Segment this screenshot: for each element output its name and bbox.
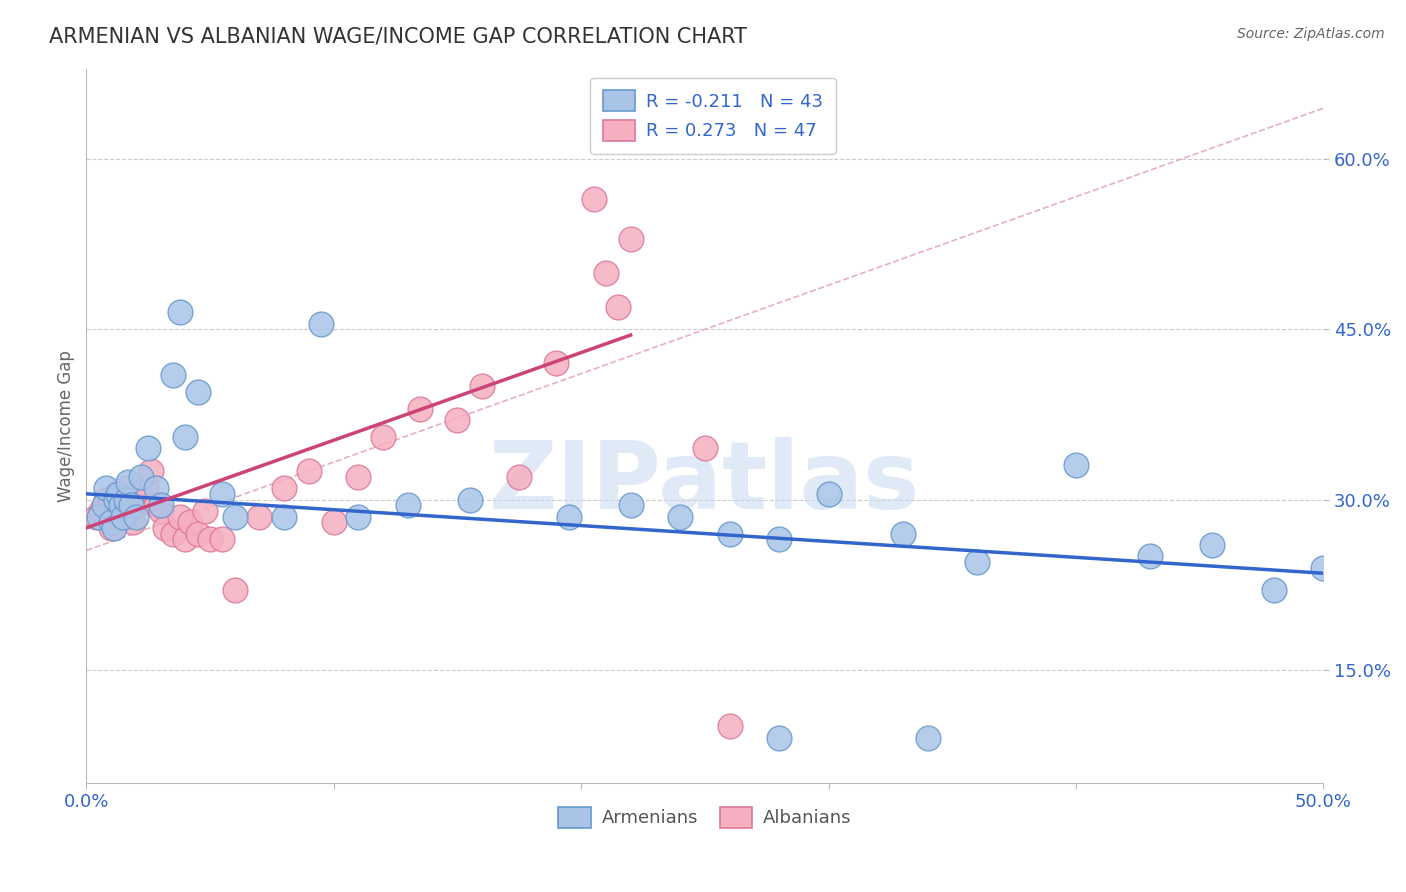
Armenians xyxy=(1263,583,1285,598)
Albanians xyxy=(373,430,395,444)
Armenians xyxy=(966,555,988,569)
Armenians xyxy=(669,509,692,524)
Armenians xyxy=(107,487,129,501)
Albanians xyxy=(174,532,197,546)
Armenians xyxy=(93,498,115,512)
Albanians xyxy=(249,509,271,524)
Armenians xyxy=(145,481,167,495)
Armenians xyxy=(458,492,481,507)
Albanians xyxy=(100,521,122,535)
Armenians xyxy=(103,521,125,535)
Armenians xyxy=(273,509,295,524)
Armenians xyxy=(817,487,839,501)
Armenians xyxy=(149,498,172,512)
Armenians xyxy=(1139,549,1161,564)
Albanians xyxy=(224,583,246,598)
Armenians xyxy=(125,509,148,524)
Albanians xyxy=(107,509,129,524)
Albanians xyxy=(595,266,617,280)
Albanians xyxy=(187,526,209,541)
Armenians xyxy=(162,368,184,382)
Armenians xyxy=(224,509,246,524)
Albanians xyxy=(110,492,132,507)
Armenians xyxy=(169,305,191,319)
Albanians xyxy=(155,521,177,535)
Armenians xyxy=(620,498,643,512)
Albanians xyxy=(97,498,120,512)
Albanians xyxy=(273,481,295,495)
Albanians xyxy=(135,481,157,495)
Armenians xyxy=(94,481,117,495)
Albanians xyxy=(211,532,233,546)
Armenians xyxy=(115,492,138,507)
Armenians xyxy=(211,487,233,501)
Albanians xyxy=(117,509,139,524)
Armenians xyxy=(129,470,152,484)
Armenians xyxy=(112,509,135,524)
Albanians xyxy=(471,379,494,393)
Albanians xyxy=(179,515,201,529)
Text: Source: ZipAtlas.com: Source: ZipAtlas.com xyxy=(1237,27,1385,41)
Armenians xyxy=(187,384,209,399)
Albanians xyxy=(84,509,107,524)
Armenians xyxy=(396,498,419,512)
Armenians xyxy=(110,498,132,512)
Albanians xyxy=(122,515,145,529)
Albanians xyxy=(409,401,432,416)
Albanians xyxy=(129,492,152,507)
Albanians xyxy=(693,442,716,456)
Albanians xyxy=(145,498,167,512)
Armenians xyxy=(917,731,939,745)
Albanians xyxy=(607,300,630,314)
Armenians xyxy=(347,509,370,524)
Armenians xyxy=(120,498,142,512)
Armenians xyxy=(136,442,159,456)
Y-axis label: Wage/Income Gap: Wage/Income Gap xyxy=(58,350,75,501)
Albanians xyxy=(298,464,321,478)
Albanians xyxy=(120,498,142,512)
Albanians xyxy=(718,719,741,733)
Albanians xyxy=(194,504,217,518)
Text: ARMENIAN VS ALBANIAN WAGE/INCOME GAP CORRELATION CHART: ARMENIAN VS ALBANIAN WAGE/INCOME GAP COR… xyxy=(49,27,747,46)
Albanians xyxy=(104,487,127,501)
Albanians xyxy=(139,464,162,478)
Albanians xyxy=(162,526,184,541)
Armenians xyxy=(311,317,333,331)
Albanians xyxy=(620,232,643,246)
Albanians xyxy=(508,470,530,484)
Armenians xyxy=(891,526,914,541)
Armenians xyxy=(768,731,790,745)
Armenians xyxy=(100,515,122,529)
Albanians xyxy=(169,509,191,524)
Albanians xyxy=(125,498,148,512)
Albanians xyxy=(90,504,112,518)
Albanians xyxy=(94,492,117,507)
Armenians xyxy=(174,430,197,444)
Albanians xyxy=(112,498,135,512)
Text: ZIPatlas: ZIPatlas xyxy=(489,437,921,529)
Armenians xyxy=(104,492,127,507)
Armenians xyxy=(768,532,790,546)
Albanians xyxy=(347,470,370,484)
Armenians xyxy=(558,509,581,524)
Armenians xyxy=(1312,560,1334,574)
Legend: Armenians, Albanians: Armenians, Albanians xyxy=(551,799,859,835)
Albanians xyxy=(322,515,344,529)
Armenians xyxy=(1201,538,1223,552)
Armenians xyxy=(87,509,110,524)
Armenians xyxy=(117,475,139,490)
Albanians xyxy=(115,481,138,495)
Albanians xyxy=(198,532,221,546)
Albanians xyxy=(446,413,468,427)
Albanians xyxy=(149,504,172,518)
Albanians xyxy=(582,192,605,206)
Albanians xyxy=(103,504,125,518)
Armenians xyxy=(718,526,741,541)
Armenians xyxy=(1064,458,1087,473)
Albanians xyxy=(546,356,568,370)
